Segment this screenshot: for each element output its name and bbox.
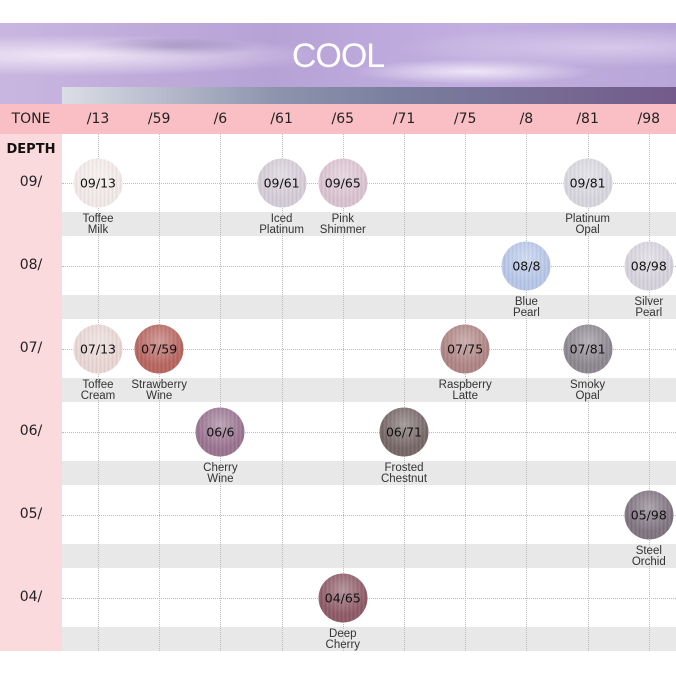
swatch-code: 09/81 [569, 175, 606, 191]
tone-header: /59 [147, 111, 171, 127]
tone-header: /13 [86, 111, 110, 127]
color-swatch[interactable]: 09/61 [257, 158, 307, 208]
tone-header: /75 [453, 111, 477, 127]
shade-name: Iced Platinum [259, 213, 304, 236]
grid-line-vertical [587, 134, 589, 651]
shade-name: Steel Orchid [631, 545, 666, 568]
swatch-code: 08/98 [630, 258, 667, 274]
color-swatch[interactable]: 07/81 [563, 324, 613, 374]
shade-name: Smoky Opal [570, 379, 606, 402]
shade-name: Blue Pearl [512, 296, 540, 319]
grid-line-vertical [98, 134, 99, 651]
swatch-code: 09/61 [263, 175, 300, 191]
depth-header: 09/ [19, 174, 43, 190]
shade-name: Cherry Wine [203, 462, 238, 485]
color-swatch[interactable]: 09/13 [73, 158, 123, 208]
tone-label: TONE [11, 111, 51, 127]
color-swatch[interactable]: 08/8 [501, 241, 551, 291]
grid-line-vertical [159, 134, 161, 651]
grid-line-horizontal [62, 515, 676, 516]
swatch-code: 08/8 [512, 258, 541, 274]
depth-header: 07/ [19, 340, 43, 356]
grid-line-horizontal [62, 598, 676, 599]
page-title: COOL [291, 37, 385, 75]
tone-header: /71 [392, 111, 416, 127]
shade-name: Toffee Milk [82, 213, 114, 236]
depth-header: 06/ [19, 423, 43, 439]
name-strip [62, 295, 676, 319]
swatch-code: 04/65 [324, 590, 361, 606]
grid-line-vertical [465, 134, 467, 651]
shade-name: Strawberry Wine [131, 379, 187, 402]
swatch-code: 07/59 [141, 341, 178, 357]
shade-name: Frosted Chestnut [380, 462, 428, 485]
swatch-code: 07/13 [79, 341, 117, 357]
swatch-code: 07/75 [447, 341, 484, 357]
swatch-code: 05/98 [630, 507, 667, 523]
swatch-code: 06/71 [385, 424, 423, 440]
shade-name: Platinum Opal [565, 213, 610, 236]
name-strip [62, 461, 676, 485]
color-swatch[interactable]: 05/98 [624, 490, 674, 540]
swatch-code: 07/81 [569, 341, 606, 357]
grid-line-vertical [526, 134, 528, 651]
swatch-code: 09/65 [324, 175, 361, 191]
name-strip [62, 544, 676, 568]
shade-name: Pink Shimmer [319, 213, 366, 236]
shade-name: Deep Cherry [325, 628, 361, 651]
depth-header: 04/ [19, 589, 43, 605]
tone-header: /8 [519, 111, 534, 127]
color-swatch[interactable]: 04/65 [318, 573, 368, 623]
grid-line-horizontal [62, 349, 676, 350]
tone-header: /81 [576, 111, 599, 127]
grid-line-vertical [342, 134, 344, 651]
swatch-code: 09/13 [79, 175, 117, 191]
color-swatch[interactable]: 06/71 [379, 407, 429, 457]
shade-name: Silver Pearl [634, 296, 664, 319]
grid-line-horizontal [62, 183, 676, 184]
tone-header: /98 [637, 111, 661, 127]
swatch-code: 06/6 [206, 424, 235, 440]
color-swatch[interactable]: 07/59 [134, 324, 184, 374]
name-strip [62, 378, 676, 402]
depth-label: DEPTH [6, 142, 56, 157]
tone-header: /61 [270, 111, 293, 127]
depth-header: 08/ [19, 257, 43, 273]
color-swatch[interactable]: 09/65 [318, 158, 368, 208]
name-strip [62, 627, 676, 651]
color-swatch[interactable]: 09/81 [563, 158, 613, 208]
name-strip [62, 212, 676, 236]
color-swatch[interactable]: 06/6 [195, 407, 245, 457]
tone-header-row: TONE /13/59/6/61/65/71/75/8/81/98 [0, 104, 676, 134]
tone-gradient-bar [62, 87, 676, 104]
grid-line-vertical [281, 134, 283, 651]
grid-line-horizontal [62, 266, 676, 267]
grid-line-vertical [404, 134, 405, 651]
grid-line-vertical [220, 134, 222, 651]
shade-name: Raspberry Latte [438, 379, 492, 402]
depth-column [0, 134, 62, 651]
color-swatch[interactable]: 07/13 [73, 324, 123, 374]
color-swatch[interactable]: 07/75 [440, 324, 490, 374]
grid-line-vertical [648, 134, 650, 651]
color-swatch[interactable]: 08/98 [624, 241, 674, 291]
tone-header: /6 [213, 111, 228, 127]
shade-name: Toffee Cream [80, 379, 116, 402]
depth-header: 05/ [19, 506, 43, 522]
tone-header: /65 [331, 111, 355, 127]
grid-line-horizontal [62, 432, 676, 433]
